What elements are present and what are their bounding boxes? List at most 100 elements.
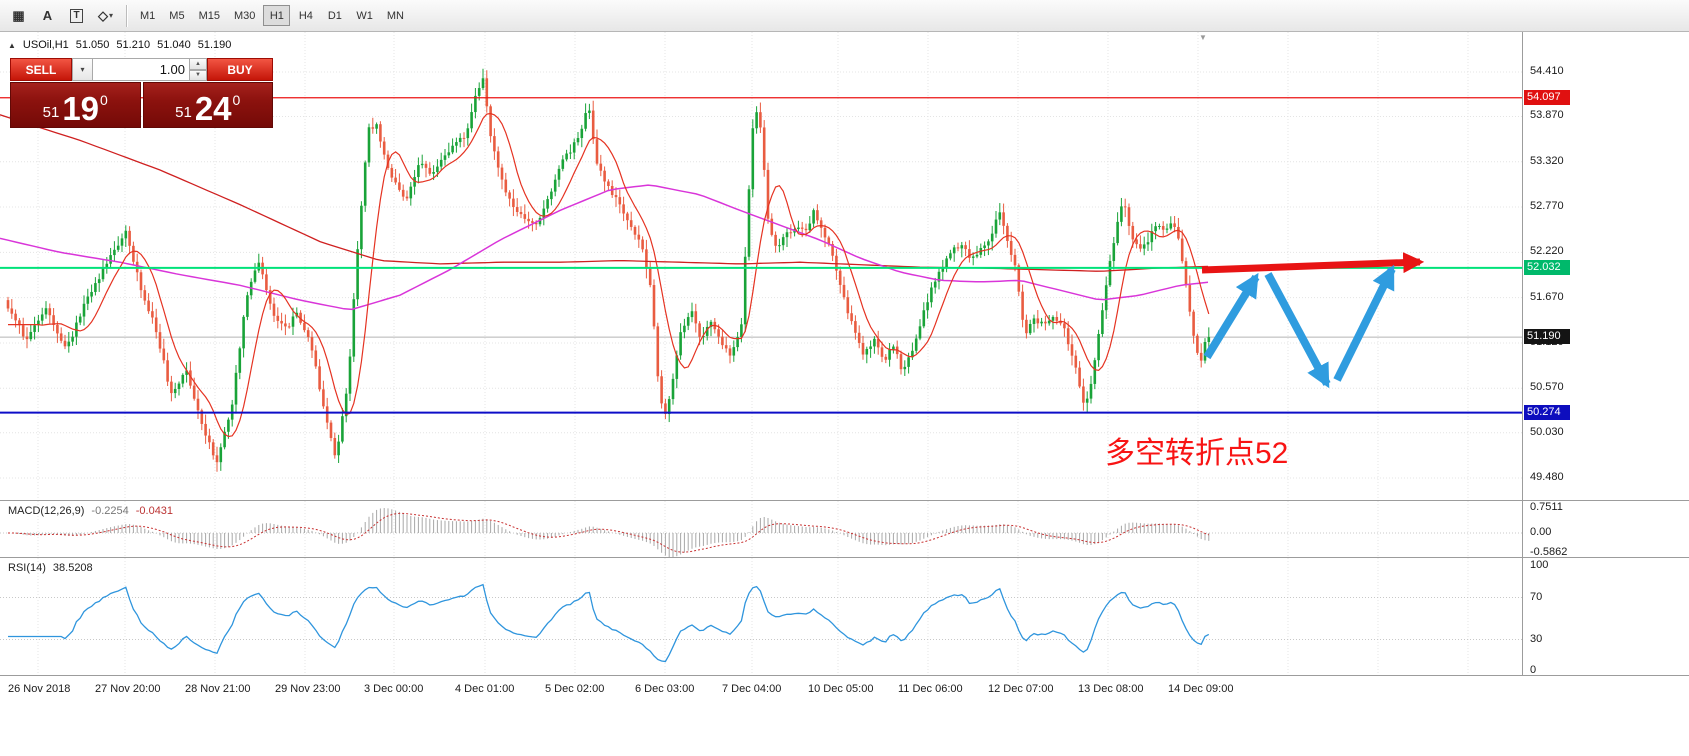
time-label: 13 Dec 08:00 [1078, 683, 1144, 695]
price-axis-label: 51.670 [1530, 290, 1564, 303]
rsi-axis-label: 70 [1530, 590, 1543, 603]
buy-price-superscript: 0 [232, 92, 241, 108]
macd-header: MACD(12,26,9) -0.2254 -0.0431 [8, 505, 173, 517]
dropdown-caret-icon: ▾ [108, 11, 113, 20]
time-label: 26 Nov 2018 [8, 683, 71, 695]
scroll-shift-marker-icon: ▼ [1199, 33, 1207, 42]
macd-value-signal: -0.0431 [135, 505, 174, 517]
collapse-panel-icon[interactable]: ▲ [8, 40, 16, 50]
macd-axis-label: 0.00 [1530, 526, 1552, 538]
volume-dropdown-button[interactable]: ▾ [72, 58, 93, 81]
timeframe-h4-button[interactable]: H4 [292, 5, 319, 26]
text-label-tool-icon: T [70, 8, 83, 23]
panel-separator [0, 675, 1689, 676]
panel-separator [0, 500, 1689, 501]
timeframe-mn-button[interactable]: MN [381, 5, 410, 26]
time-label: 12 Dec 07:00 [988, 683, 1054, 695]
time-axis: 26 Nov 2018 27 Nov 20:00 28 Nov 21:00 29 No… [0, 676, 1689, 756]
macd-value-main: -0.2254 [91, 505, 129, 517]
buy-price-prefix: 51 [175, 104, 192, 121]
price-axis-label: 52.770 [1530, 200, 1564, 213]
timeframe-m5-button[interactable]: M5 [163, 5, 190, 26]
price-chart-canvas[interactable] [0, 32, 1522, 500]
time-label: 6 Dec 03:00 [635, 683, 695, 695]
chart-grid-tool-icon: ▦ [12, 7, 25, 23]
sell-price-superscript: 0 [100, 92, 108, 108]
price-axis: 54.410 53.870 53.320 52.770 52.220 51.670 51.1… [1523, 32, 1689, 500]
rsi-canvas[interactable] [0, 558, 1522, 675]
drawing-shapes-tool[interactable]: ◇ ▾ [92, 4, 119, 27]
time-label: 28 Nov 21:00 [185, 683, 251, 695]
main-chart-panel: ▼ ▲ USOil,H1 51.050 51.210 51.040 51.190… [0, 32, 1522, 500]
ohlc-high: 51.210 [116, 39, 151, 51]
text-label-tool[interactable]: T [63, 4, 90, 27]
one-click-trading-panel: SELL ▾ ▲ ▼ BUY 51 19 0 51 24 0 [10, 58, 273, 128]
price-axis-label: 50.030 [1530, 425, 1564, 438]
timeframe-h1-button[interactable]: H1 [263, 5, 291, 26]
timeframe-m15-button[interactable]: M15 [193, 5, 226, 26]
time-label: 27 Nov 20:00 [95, 683, 161, 695]
time-label: 11 Dec 06:00 [898, 683, 963, 695]
macd-canvas[interactable] [0, 501, 1522, 557]
price-level-badge: 52.032 [1524, 259, 1570, 275]
toolbar: ▦ A T ◇ ▾ M1 M5 M15 M30 H1 H4 D1 W1 MN [0, 0, 1689, 32]
panel-separator [0, 557, 1689, 558]
rsi-axis: 100 70 30 0 [1523, 558, 1689, 676]
time-label: 5 Dec 02:00 [545, 683, 605, 695]
price-level-badge: 54.097 [1524, 89, 1570, 105]
time-label: 29 Nov 23:00 [275, 683, 341, 695]
symbol-period-label: USOil,H1 [22, 39, 69, 51]
time-label: 14 Dec 09:00 [1168, 683, 1234, 695]
price-axis-label: 54.410 [1530, 65, 1564, 77]
volume-increase-button[interactable]: ▲ [190, 58, 207, 70]
rsi-title: RSI(14) [8, 562, 46, 574]
axis-separator [1522, 32, 1523, 676]
ohlc-readout: ▲ USOil,H1 51.050 51.210 51.040 51.190 [8, 39, 231, 51]
rsi-axis-label: 0 [1530, 664, 1537, 676]
price-axis-label: 52.220 [1530, 245, 1564, 258]
chevron-down-icon: ▾ [80, 65, 85, 74]
chart-annotation-text: 多空转折点52 [1105, 437, 1289, 470]
sell-button[interactable]: SELL [10, 58, 72, 81]
timeframe-d1-button[interactable]: D1 [321, 5, 348, 26]
price-axis-label: 50.570 [1530, 381, 1564, 394]
sell-price-big-digits: 19 [62, 89, 100, 127]
volume-input[interactable] [93, 58, 190, 81]
drawing-tools-group: ▦ A T ◇ ▾ [4, 0, 120, 31]
macd-panel: MACD(12,26,9) -0.2254 -0.0431 [0, 501, 1522, 557]
text-annotation-tool[interactable]: A [34, 4, 61, 27]
rsi-axis-label: 30 [1530, 632, 1543, 645]
buy-price-display[interactable]: 51 24 0 [142, 82, 273, 128]
price-level-badge: 51.190 [1524, 329, 1570, 345]
text-annotation-tool-icon: A [42, 8, 53, 23]
timeframe-group: M1 M5 M15 M30 H1 H4 D1 W1 MN [133, 0, 411, 31]
macd-axis: 0.7511 0.00 -0.5862 [1523, 501, 1689, 558]
buy-button[interactable]: BUY [207, 58, 273, 81]
timeframe-m30-button[interactable]: M30 [228, 5, 261, 26]
timeframe-m1-button[interactable]: M1 [134, 5, 161, 26]
rsi-axis-label: 100 [1530, 559, 1549, 571]
toolbar-separator [126, 4, 127, 27]
price-axis-label: 53.320 [1530, 154, 1564, 167]
sell-price-display[interactable]: 51 19 0 [10, 82, 141, 128]
rsi-value: 38.5208 [52, 562, 93, 574]
time-label: 4 Dec 01:00 [455, 683, 515, 695]
macd-axis-label: 0.7511 [1530, 501, 1563, 513]
volume-stepper: ▲ ▼ [190, 58, 207, 81]
price-axis-label: 49.480 [1530, 471, 1564, 483]
buy-price-big-digits: 24 [194, 89, 232, 127]
trade-prices-row: 51 19 0 51 24 0 [10, 82, 273, 128]
chart-grid-tool[interactable]: ▦ [5, 4, 32, 27]
volume-decrease-button[interactable]: ▼ [190, 69, 207, 81]
macd-title: MACD(12,26,9) [8, 505, 85, 517]
ohlc-close: 51.190 [197, 39, 232, 51]
price-level-badge: 50.274 [1524, 404, 1570, 420]
price-axis-label: 53.870 [1530, 109, 1564, 122]
timeframe-w1-button[interactable]: W1 [350, 5, 379, 26]
time-label: 10 Dec 05:00 [808, 683, 874, 695]
time-label: 3 Dec 00:00 [364, 683, 424, 695]
ohlc-low: 51.040 [157, 39, 191, 51]
macd-axis-label: -0.5862 [1530, 545, 1568, 558]
drawing-shapes-tool-icon: ◇ [97, 7, 108, 23]
